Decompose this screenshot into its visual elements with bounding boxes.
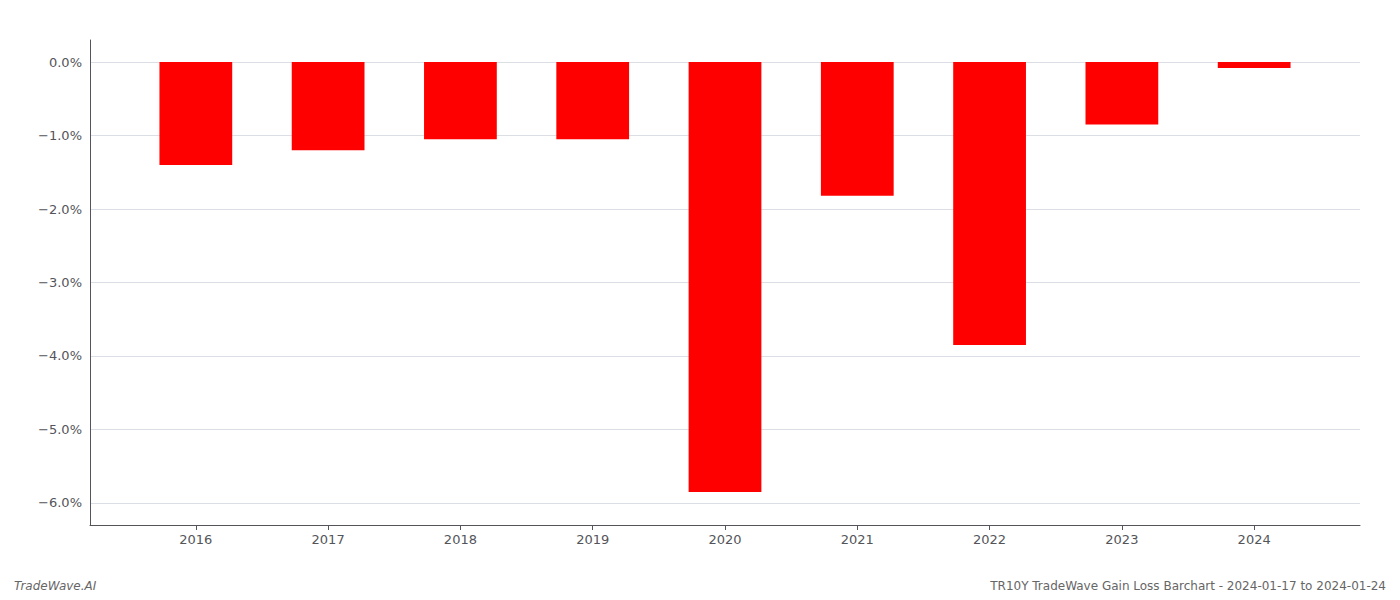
svg-text:2023: 2023 <box>1105 532 1138 547</box>
svg-text:2019: 2019 <box>576 532 609 547</box>
svg-text:TradeWave.AI: TradeWave.AI <box>14 579 97 593</box>
svg-text:2017: 2017 <box>312 532 345 547</box>
svg-text:−1.0%: −1.0% <box>38 128 82 143</box>
svg-text:2018: 2018 <box>444 532 477 547</box>
svg-text:2021: 2021 <box>841 532 874 547</box>
svg-text:−6.0%: −6.0% <box>38 495 82 510</box>
svg-text:−4.0%: −4.0% <box>38 348 82 363</box>
svg-text:TR10Y TradeWave Gain Loss Barc: TR10Y TradeWave Gain Loss Barchart - 202… <box>989 579 1386 593</box>
svg-text:2022: 2022 <box>973 532 1006 547</box>
svg-text:2020: 2020 <box>708 532 741 547</box>
svg-text:0.0%: 0.0% <box>49 55 82 70</box>
svg-text:−3.0%: −3.0% <box>38 275 82 290</box>
svg-text:−5.0%: −5.0% <box>38 422 82 437</box>
svg-text:−2.0%: −2.0% <box>38 202 82 217</box>
svg-text:2024: 2024 <box>1238 532 1271 547</box>
svg-text:2016: 2016 <box>179 532 212 547</box>
